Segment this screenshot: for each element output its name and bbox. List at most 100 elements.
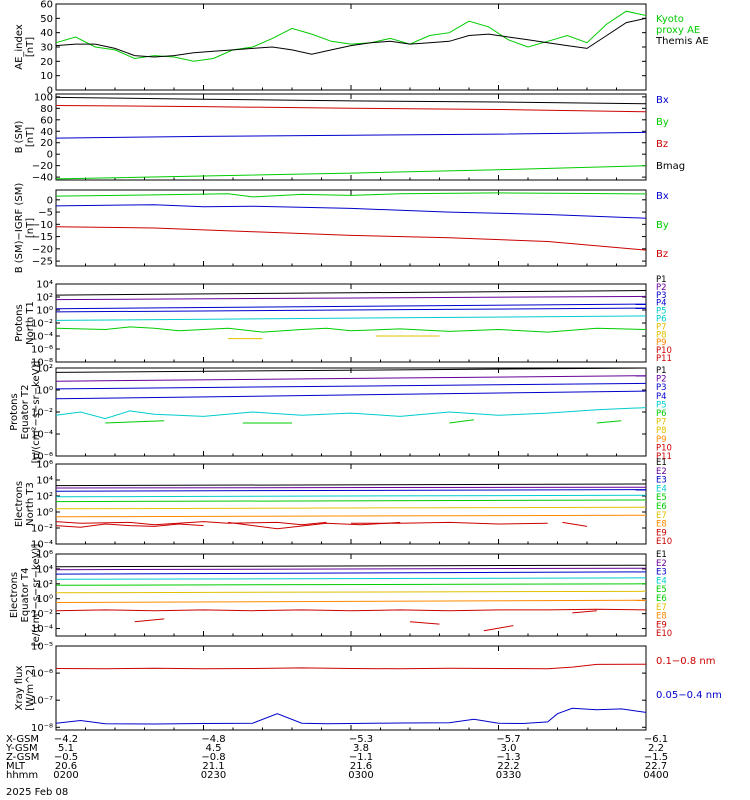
panel-bigrf: −25 −20−15−10−5 0 B (SM)−IGRF (SM) [nT] Bx By B… — [14, 183, 669, 274]
series-line — [55, 96, 647, 105]
series-line — [55, 204, 647, 219]
series-line — [55, 165, 647, 180]
panel-xray: 10⁻⁸ 10⁻⁷ 10⁻⁶ 10⁻⁵ Xray flux [W/m^2] 0.1−0.8 … — [14, 642, 722, 734]
ephemeris-value: −1.1 — [349, 752, 373, 763]
ephemeris-row-label: MLT — [6, 761, 26, 772]
y-tick-label: 10⁻⁴ — [31, 430, 53, 441]
series-line — [55, 567, 647, 571]
series-line — [55, 192, 647, 198]
series-line — [55, 521, 327, 526]
panel-p_t1: 10⁻⁸ 10⁻⁶ 10⁻⁴ 10⁻² 10⁰ 10² 10⁴ Protons North T1… — [14, 275, 672, 369]
series-line — [55, 494, 647, 498]
legend-entry: E7 — [656, 603, 667, 613]
legend-entry: P1 — [656, 366, 667, 376]
legend-entry: 0.05−0.4 nm — [656, 690, 722, 701]
y-tick-label: 20 — [40, 57, 53, 68]
series-line — [483, 625, 514, 632]
y-axis-label: [nT] — [25, 127, 36, 147]
series-line — [55, 571, 647, 575]
legend-entry: P5 — [656, 400, 667, 410]
legend-entry: E4 — [656, 576, 667, 586]
panel-frame — [55, 283, 647, 363]
y-axis-label: B (SM) — [14, 120, 25, 153]
legend-entry: Themis AE — [655, 36, 709, 47]
legend-entry: P6 — [656, 315, 667, 325]
series-line — [55, 514, 647, 518]
y-tick-label: 10² — [36, 293, 53, 304]
y-tick-label: 10⁶ — [36, 460, 53, 471]
y-tick-label: 10⁻² — [31, 609, 53, 620]
y-tick-label: −40 — [32, 173, 53, 184]
ephemeris-value: −0.5 — [54, 752, 78, 763]
y-tick-label: 0 — [47, 86, 53, 97]
series-line — [55, 486, 647, 489]
y-tick-label: −5 — [38, 208, 53, 219]
ephemeris-value: −5.7 — [496, 734, 520, 745]
legend-entry: Kyoto — [656, 14, 684, 25]
ephemeris-value: 21.6 — [350, 761, 372, 772]
legend-entry: P3 — [656, 291, 667, 301]
ephemeris-value: −4.8 — [201, 734, 225, 745]
legend-entry: E4 — [656, 484, 667, 494]
ephemeris-value: 3.8 — [353, 743, 369, 754]
ephemeris-value: 3.0 — [501, 743, 517, 754]
series-line — [55, 707, 647, 725]
legend-entry: E3 — [656, 568, 667, 578]
ephemeris-value: 22.7 — [645, 761, 667, 772]
series-line — [55, 407, 647, 420]
y-axis-label: Protons — [9, 393, 20, 430]
y-tick-label: 10⁰ — [36, 508, 53, 519]
y-tick-label: 20 — [40, 138, 53, 149]
series-line — [55, 590, 647, 594]
y-tick-label: 10⁻² — [31, 319, 53, 330]
y-tick-label: 10² — [36, 579, 53, 590]
legend-entry: E2 — [656, 559, 667, 569]
ephemeris-value: −4.2 — [54, 734, 78, 745]
legend-entry: E5 — [656, 585, 667, 595]
series-line — [105, 420, 165, 424]
ephemeris-row-label: hhmm — [6, 770, 38, 781]
y-tick-label: −25 — [32, 257, 53, 268]
y-tick-label: 10² — [36, 492, 53, 503]
y-tick-label: 10⁻⁸ — [31, 723, 53, 734]
ephemeris-value: 0400 — [643, 770, 668, 781]
y-tick-label: 100 — [34, 92, 53, 103]
series-line — [55, 10, 647, 62]
panel-frame — [55, 463, 647, 545]
legend-entry: P3 — [656, 383, 667, 393]
y-tick-label: 10⁰ — [36, 386, 53, 397]
y-tick-label: 60 — [40, 0, 53, 11]
legend-entry: Bx — [656, 191, 669, 202]
ephemeris-value: −0.8 — [201, 752, 225, 763]
y-tick-label: 40 — [40, 127, 53, 138]
y-tick-label: 80 — [40, 104, 53, 115]
y-tick-label: 10⁴ — [36, 280, 53, 291]
legend-entry: P4 — [656, 392, 667, 402]
y-tick-label: 10⁻⁴ — [31, 540, 53, 551]
legend-entry: E1 — [656, 550, 667, 560]
series-line — [55, 483, 647, 487]
y-axis-label: B (SM)−IGRF (SM) — [14, 183, 25, 274]
series-line — [55, 290, 647, 296]
y-axis-label: Electrons — [9, 572, 20, 618]
series-line — [55, 608, 647, 612]
y-axis-label: North T3 — [25, 482, 36, 526]
legend-entry: P7 — [656, 418, 667, 428]
legend-entry: E9 — [656, 620, 667, 630]
series-line — [55, 577, 647, 580]
ephemeris-value: 21.1 — [202, 761, 224, 772]
legend-entry: P1 — [656, 275, 667, 285]
ephemeris-value: 0200 — [53, 770, 78, 781]
y-axis-label: [nT] — [25, 37, 36, 57]
legend-entry: P5 — [656, 307, 667, 317]
legend-entry: P11 — [656, 452, 672, 462]
series-line — [572, 610, 597, 614]
series-line — [55, 367, 647, 373]
legend-entry: P9 — [656, 338, 667, 348]
panel-p_t2: 10⁻⁶ 10⁻⁴ 10⁻² 10⁰ 10² Protons Equator T2 [p/(c… — [9, 361, 672, 464]
legend-entry: P10 — [656, 443, 672, 453]
legend-entry: P8 — [656, 330, 667, 340]
